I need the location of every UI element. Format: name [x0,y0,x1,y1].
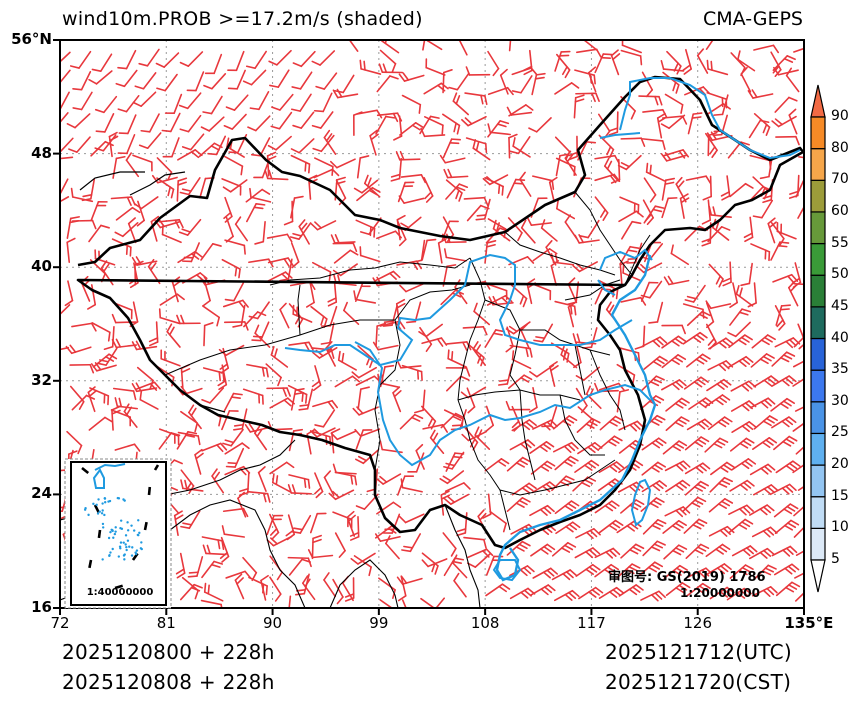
y-axis-label: 16 [31,598,52,616]
colorbar-level-label: 30 [831,392,849,409]
south-china-sea-inset [64,458,172,609]
axis-ticks [53,39,805,615]
bohai-coast [597,248,653,296]
china-national-border [76,75,804,550]
y-axis-label: 40 [31,257,52,276]
map-approval-number: 审图号: GS(2019) 1786 [608,570,766,585]
provincial-borders [164,191,651,531]
colorbar-level-label: 35 [831,361,849,378]
colorbar-level-label: 25 [831,424,849,441]
inset-coast [92,463,126,489]
inset-scale-label: 1:40000000 [86,587,154,598]
colorbar-level-label: 70 [831,171,849,188]
yellow-river [284,253,633,367]
chart-title: wind10m.PROB >=17.2m/s (shaded) [62,8,423,30]
y-axis-label: 56°N [11,30,52,48]
lat-lon-grid [60,40,804,608]
x-axis-label: 72 [50,614,70,632]
east-coastline [495,254,657,582]
init-time-cst: 2025120808 + 228h [62,670,275,694]
x-axis-label: 90 [263,614,283,632]
amur-river [599,77,801,160]
y-axis-label: 32 [31,370,52,389]
colorbar [810,84,826,593]
colorbar-level-label: 90 [831,108,849,124]
neighbor-borders [60,439,481,608]
valid-time-cst: 2025121720(CST) [605,670,792,694]
x-axis-label: 135°E [784,614,834,632]
colorbar-level-label: 55 [831,234,849,251]
colorbar-level-label: 50 [831,266,849,283]
yangtze-river [354,341,651,467]
model-name: CMA-GEPS [702,8,803,30]
hainan-coast [492,559,522,582]
wind-barbs [60,40,804,608]
country-borders [60,75,804,608]
x-axis-label: 108 [470,614,500,632]
x-axis-label: 81 [156,614,176,632]
taiwan-coast [630,478,652,527]
colorbar-level-label: 5 [831,551,840,567]
x-axis-label: 126 [683,614,713,632]
colorbar-level-label: 15 [831,487,849,504]
init-time-utc: 2025120800 + 228h [62,640,275,664]
colorbar-level-label: 40 [831,329,849,346]
colorbar-level-label: 80 [831,139,849,156]
colorbar-level-label: 45 [831,297,849,314]
rivers-and-coastline [284,77,801,582]
y-axis-label: 48 [31,143,52,162]
map-scale-label: 1:20000000 [680,586,760,600]
y-axis-label: 24 [31,484,52,503]
colorbar-level-label: 20 [831,456,849,473]
mongolia-border [79,171,226,413]
colorbar-level-label: 10 [831,519,849,536]
x-axis-label: 117 [577,614,606,632]
valid-time-utc: 2025121712(UTC) [605,640,792,664]
map-frame [59,39,805,609]
x-axis-label: 99 [369,614,389,632]
colorbar-level-label: 60 [831,202,849,219]
